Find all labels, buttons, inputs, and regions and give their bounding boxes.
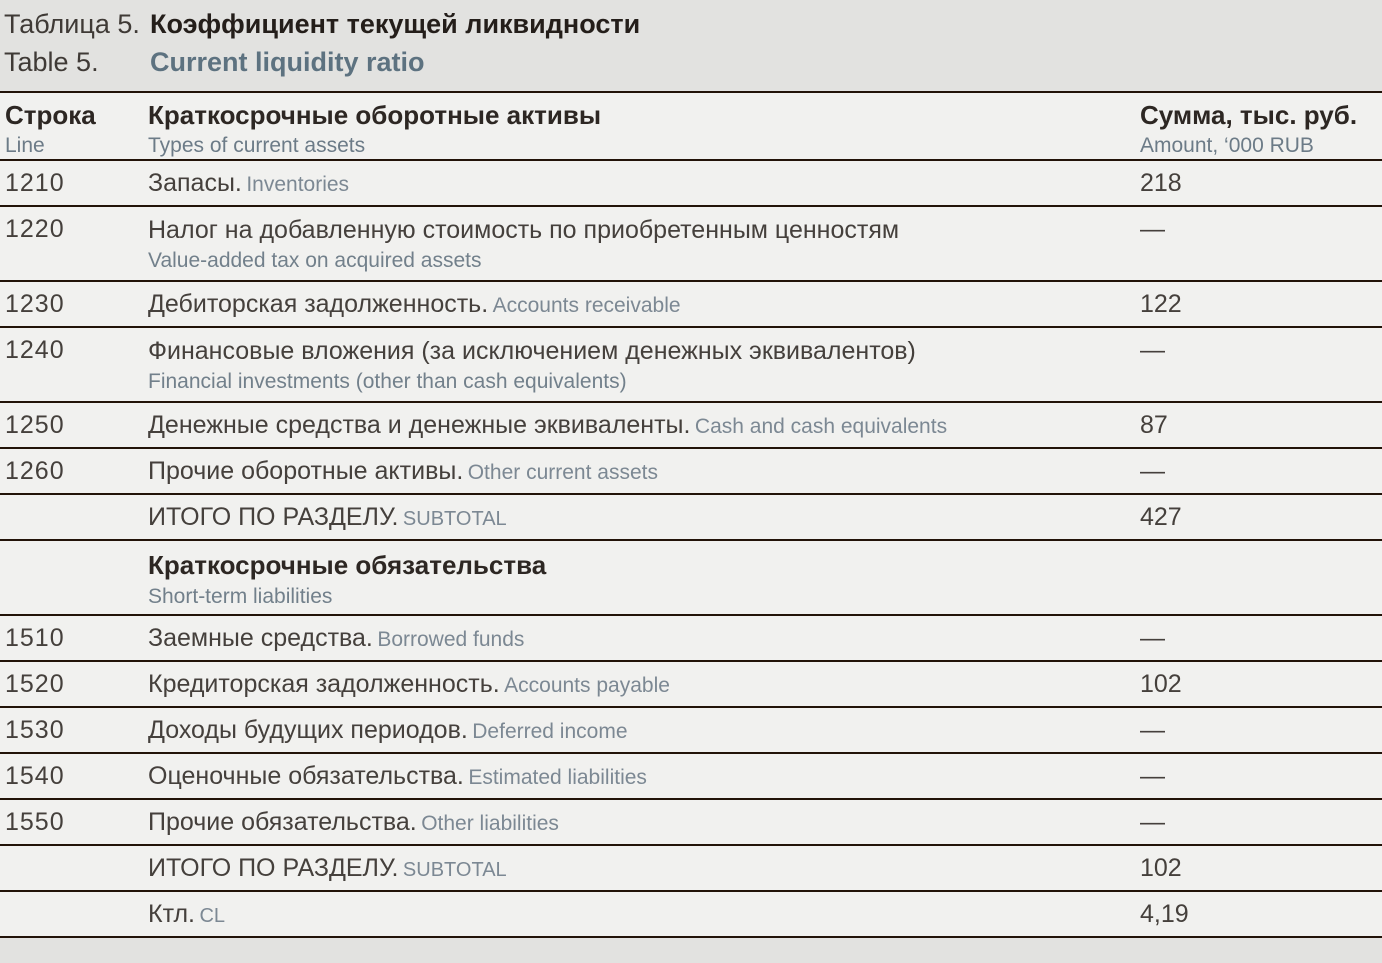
ratio-value: 4,19 (1140, 900, 1189, 928)
table-row: 1230 Дебиторская задолженность. Accounts… (0, 282, 1382, 328)
caption-line-en: Table 5. Current liquidity ratio (0, 43, 1382, 81)
ratio-row: Ктл. CL 4,19 (0, 892, 1382, 938)
asset-name-en: Value-added tax on acquired assets (148, 249, 482, 272)
header-assets-column: Краткосрочные оборотные активы Types of … (148, 98, 1140, 159)
subtotal-label-ru: ИТОГО ПО РАЗДЕЛУ. (148, 854, 399, 882)
ratio-label-en: CL (199, 905, 226, 927)
subtotal-label-en: SUBTOTAL (402, 859, 507, 881)
amount-value: — (1140, 808, 1165, 836)
table-row: 1540 Оценочные обязательства. Estimated … (0, 754, 1382, 800)
liability-name-en: Borrowed funds (377, 628, 525, 651)
line-number: 1250 (5, 411, 65, 439)
asset-name-ru: Налог на добавленную стоимость по приобр… (148, 216, 900, 244)
amount-value: — (1140, 624, 1165, 652)
table-row: 1550 Прочие обязательства. Other liabili… (0, 800, 1382, 846)
caption-line-ru: Таблица 5. Коэффициент текущей ликвиднос… (0, 5, 1382, 43)
header-line-column: Строка Line (0, 98, 148, 159)
line-number: 1210 (5, 169, 65, 197)
header-amount-ru: Сумма, тыс. руб. (1140, 100, 1358, 130)
asset-name-en: Other current assets (467, 461, 658, 484)
amount-value: 102 (1140, 670, 1182, 698)
line-number (0, 854, 148, 890)
asset-name-ru: Дебиторская задолженность. (148, 290, 489, 318)
asset-name-en: Inventories (246, 173, 350, 196)
liability-name-en: Other liabilities (421, 812, 559, 835)
header-line-ru: Строка (5, 100, 96, 130)
liability-name-ru: Доходы будущих периодов. (148, 716, 468, 744)
caption-heading-en: Current liquidity ratio (150, 47, 425, 77)
line-number: 1520 (5, 670, 65, 698)
amount-value (1140, 549, 1382, 614)
table-row: 1530 Доходы будущих периодов. Deferred i… (0, 708, 1382, 754)
asset-name-en: Cash and cash equivalents (694, 415, 948, 438)
subtotal-label-ru: ИТОГО ПО РАЗДЕЛУ. (148, 503, 399, 531)
liability-name-ru: Оценочные обязательства. (148, 762, 464, 790)
header-amount-en: Amount, ‘000 RUB (1140, 134, 1314, 157)
table-header-row: Строка Line Краткосрочные оборотные акти… (0, 93, 1382, 161)
line-number (0, 900, 148, 936)
section-title-ru: Краткосрочные обязательства (148, 550, 547, 580)
line-number (0, 549, 148, 614)
table-row: 1510 Заемные средства. Borrowed funds — (0, 616, 1382, 662)
subtotal-row: ИТОГО ПО РАЗДЕЛУ. SUBTOTAL 427 (0, 495, 1382, 541)
section-header-row: Краткосрочные обязательства Short-term l… (0, 541, 1382, 616)
asset-name-en: Financial investments (other than cash e… (148, 370, 627, 393)
asset-name-ru: Финансовые вложения (за исключением дене… (148, 337, 916, 365)
amount-value: 122 (1140, 290, 1182, 318)
asset-name-ru: Прочие оборотные активы. (148, 457, 464, 485)
liability-name-en: Estimated liabilities (468, 766, 647, 789)
line-number: 1230 (5, 290, 65, 318)
asset-name-ru: Денежные средства и денежные эквиваленты… (148, 411, 691, 439)
liability-name-en: Accounts payable (504, 674, 670, 697)
amount-value: — (1140, 215, 1165, 243)
subtotal-label-en: SUBTOTAL (402, 508, 507, 530)
header-line-en: Line (5, 134, 45, 157)
liability-name-ru: Кредиторская задолженность. (148, 670, 500, 698)
caption-label-en: Table 5. (4, 47, 99, 77)
table-row: 1210 Запасы. Inventories 218 (0, 161, 1382, 207)
asset-name-ru: Запасы. (148, 169, 242, 197)
amount-value: 87 (1140, 411, 1168, 439)
asset-name-en: Accounts receivable (492, 294, 681, 317)
table-row: 1260 Прочие оборотные активы. Other curr… (0, 449, 1382, 495)
line-number: 1510 (5, 624, 65, 652)
line-number: 1260 (5, 457, 65, 485)
line-number: 1540 (5, 762, 65, 790)
liability-name-ru: Заемные средства. (148, 624, 373, 652)
caption-heading-ru: Коэффициент текущей ликвидности (150, 9, 641, 39)
amount-value: 102 (1140, 854, 1182, 882)
table-row: 1240 Финансовые вложения (за исключением… (0, 328, 1382, 403)
subtotal-row: ИТОГО ПО РАЗДЕЛУ. SUBTOTAL 102 (0, 846, 1382, 892)
amount-value: 218 (1140, 169, 1182, 197)
paper-table-page: Таблица 5. Коэффициент текущей ликвиднос… (0, 0, 1382, 938)
table-row: 1520 Кредиторская задолженность. Account… (0, 662, 1382, 708)
header-assets-ru: Краткосрочные оборотные активы (148, 100, 602, 130)
line-number: 1550 (5, 808, 65, 836)
table-caption: Таблица 5. Коэффициент текущей ликвиднос… (0, 0, 1382, 93)
header-amount-column: Сумма, тыс. руб. Amount, ‘000 RUB (1140, 98, 1382, 159)
line-number: 1530 (5, 716, 65, 744)
amount-value: — (1140, 336, 1165, 364)
line-number: 1220 (5, 215, 65, 243)
ratio-label-ru: Ктл. (148, 900, 195, 928)
table-row: 1250 Денежные средства и денежные эквива… (0, 403, 1382, 449)
amount-value: 427 (1140, 503, 1182, 531)
amount-value: — (1140, 457, 1165, 485)
line-number (0, 503, 148, 539)
amount-value: — (1140, 762, 1165, 790)
table-row: 1220 Налог на добавленную стоимость по п… (0, 207, 1382, 282)
amount-value: — (1140, 716, 1165, 744)
liability-name-ru: Прочие обязательства. (148, 808, 417, 836)
caption-label-ru: Таблица 5. (4, 9, 140, 39)
liability-name-en: Deferred income (472, 720, 628, 743)
section-title-en: Short-term liabilities (148, 585, 333, 608)
line-number: 1240 (5, 336, 65, 364)
header-assets-en: Types of current assets (148, 134, 366, 157)
